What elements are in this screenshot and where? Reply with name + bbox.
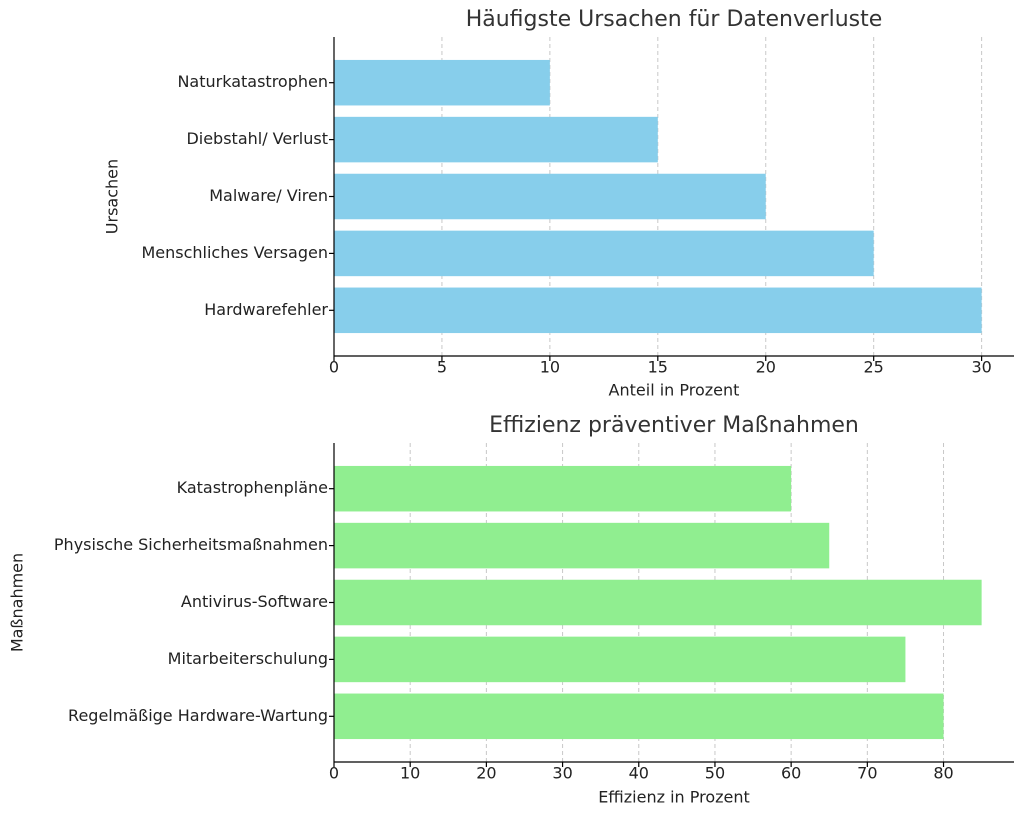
y-tick-label: Diebstahl/ Verlust [186,129,328,148]
x-tick-label: 20 [476,764,496,783]
x-tick-label: 20 [756,358,776,377]
bar [334,522,830,569]
x-tick-label: 10 [540,358,560,377]
x-tick-label: 10 [400,764,420,783]
bar [334,693,944,740]
bar [334,116,658,163]
x-tick-label: 30 [971,358,991,377]
y-tick-label: Physische Sicherheitsmaßnahmen [54,535,328,554]
x-tick-label: 70 [857,764,877,783]
x-tick-label: 0 [329,358,339,377]
y-tick-label: Mitarbeiterschulung [168,649,328,668]
bar [334,287,982,334]
x-tick-label: 80 [933,764,953,783]
bar [334,230,874,277]
x-tick-label: 60 [781,764,801,783]
y-tick-label: Hardwarefehler [204,300,328,319]
chart-title: Effizienz präventiver Maßnahmen [489,413,859,438]
y-tick-label: Katastrophenpläne [177,478,328,497]
y-tick-label: Menschliches Versagen [141,243,328,262]
bar [334,59,550,106]
x-tick-label: 5 [437,358,447,377]
x-tick-label: 25 [864,358,884,377]
x-tick-label: 50 [705,764,725,783]
chart-title: Häufigste Ursachen für Datenverluste [466,7,883,32]
bar [334,465,792,512]
x-axis-label: Effizienz in Prozent [598,788,750,807]
x-tick-label: 15 [648,358,668,377]
bar [334,173,766,220]
x-tick-label: 30 [552,764,572,783]
y-tick-label: Regelmäßige Hardware-Wartung [68,706,328,725]
y-axis-label: Ursachen [103,159,122,234]
y-tick-label: Malware/ Viren [209,186,328,205]
x-tick-label: 0 [329,764,339,783]
bar [334,579,982,626]
bar [334,636,906,683]
x-tick-label: 40 [629,764,649,783]
y-tick-label: Antivirus-Software [181,592,328,611]
y-axis-label: Maßnahmen [8,553,27,652]
y-tick-label: Naturkatastrophen [177,72,328,91]
x-axis-label: Anteil in Prozent [609,381,740,400]
